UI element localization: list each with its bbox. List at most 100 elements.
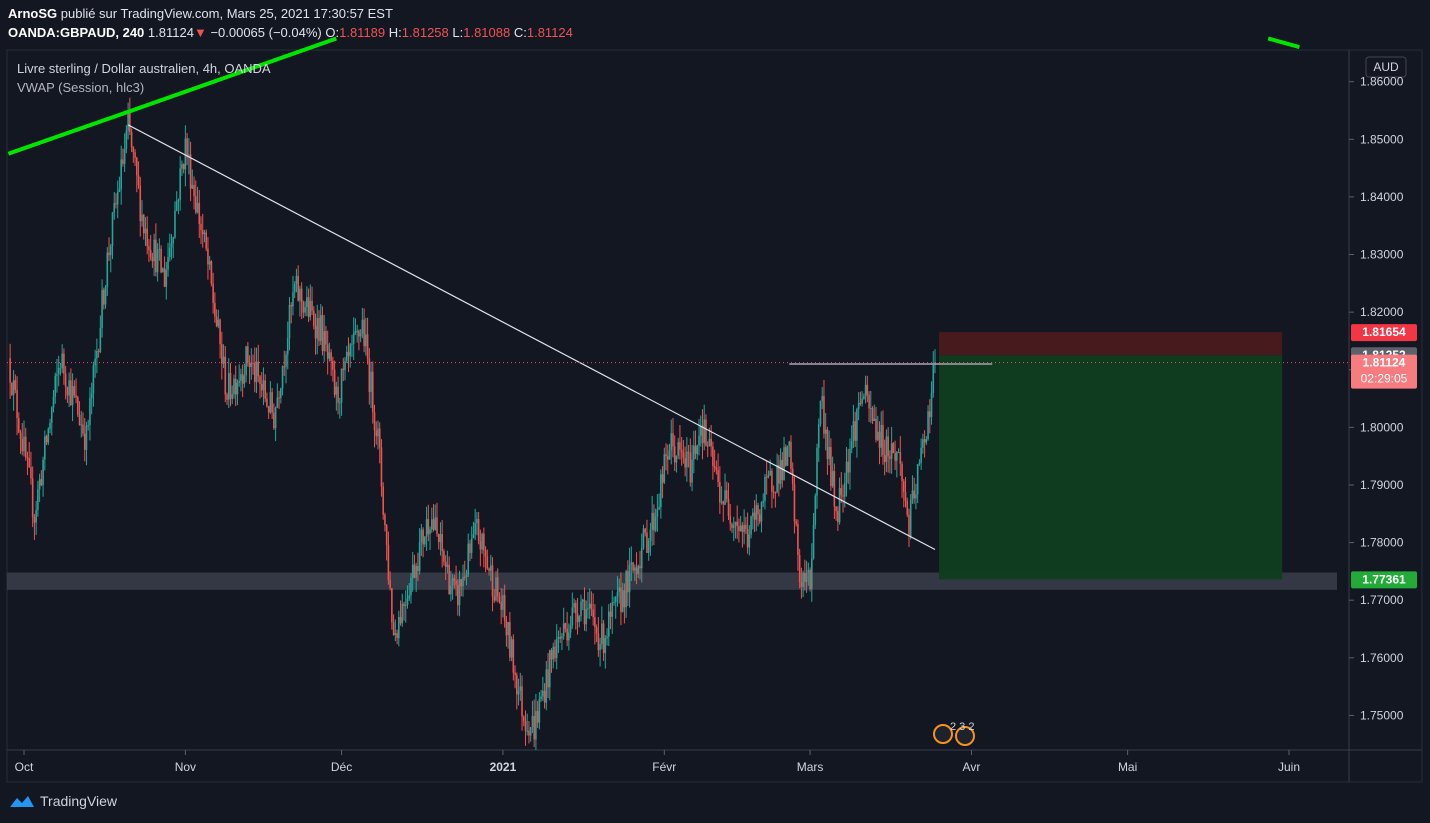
candle-body xyxy=(686,451,688,468)
candle-body xyxy=(118,189,121,192)
candle-body xyxy=(512,639,515,673)
price-tick-label: 1.86000 xyxy=(1360,75,1404,89)
candle-body xyxy=(453,578,456,581)
candle-body xyxy=(817,424,820,448)
candle-body xyxy=(922,439,924,448)
candle-body xyxy=(882,424,884,456)
candle-body xyxy=(83,433,86,450)
price-tick-label: 1.83000 xyxy=(1360,248,1404,262)
candle-body xyxy=(595,627,598,634)
candle-body xyxy=(705,419,707,446)
candle-body xyxy=(314,325,317,339)
candle-body xyxy=(524,720,527,731)
candle-body xyxy=(135,157,138,176)
candle-body xyxy=(566,628,568,641)
candle-body xyxy=(710,438,712,447)
candle-body xyxy=(26,457,29,459)
flag-au-icon[interactable] xyxy=(955,726,975,746)
flag-uk-icon[interactable] xyxy=(933,724,953,744)
candle-body xyxy=(278,397,280,399)
candle-body xyxy=(441,534,443,552)
candle-body xyxy=(68,380,70,396)
candle-body xyxy=(712,446,714,467)
candle-body xyxy=(234,378,237,395)
candle-body xyxy=(436,517,438,534)
green-trendline-right[interactable] xyxy=(1267,36,1300,50)
candle-body xyxy=(332,360,334,370)
author-name[interactable]: ArnoSG xyxy=(8,6,58,21)
candle-body xyxy=(594,617,596,628)
footer: TradingView xyxy=(8,793,117,809)
candle-body xyxy=(625,571,627,608)
candle-body xyxy=(644,528,647,533)
target-price-tag: 1.77361 xyxy=(1362,572,1406,586)
candle-body xyxy=(607,611,610,637)
candle-body xyxy=(720,501,723,503)
candle-body xyxy=(457,584,459,606)
candle-body xyxy=(398,616,400,639)
candle-body xyxy=(57,368,60,375)
candle-body xyxy=(675,455,678,463)
candle-body xyxy=(144,228,147,234)
candle-body xyxy=(56,374,58,376)
candle-body xyxy=(906,501,909,515)
candle-body xyxy=(569,625,572,633)
candle-body xyxy=(765,476,768,478)
high-value: 1.81258 xyxy=(401,25,449,40)
time-axis[interactable]: Oct Nov Déc 2021 Févr Mars Avr Mai Juin xyxy=(15,750,1300,774)
candle-body xyxy=(328,352,331,359)
candle-body xyxy=(411,564,414,578)
candle-body xyxy=(153,239,155,262)
time-tick-label: Mai xyxy=(1118,760,1137,774)
candle-body xyxy=(548,650,551,688)
candle-body xyxy=(734,521,737,526)
candle-body xyxy=(45,436,48,443)
candle-body xyxy=(42,459,44,486)
candle-body xyxy=(446,564,449,567)
candle-body xyxy=(528,730,530,736)
candle-body xyxy=(719,482,721,503)
green-trendline[interactable] xyxy=(7,36,338,156)
candle-body xyxy=(646,532,648,553)
candle-body xyxy=(899,452,902,464)
candle-body xyxy=(897,452,900,454)
white-trendline[interactable] xyxy=(127,124,936,551)
candle-body xyxy=(653,512,655,531)
ohlc-header: OANDA:GBPAUD, 240 1.81124▼ −0.00065 (−0.… xyxy=(8,25,573,40)
candle-body xyxy=(689,452,692,483)
candle-body xyxy=(672,433,674,447)
candle-body xyxy=(345,351,348,362)
candle-body xyxy=(823,396,825,434)
candle-body xyxy=(774,492,777,494)
candle-body xyxy=(231,394,234,399)
brand-name[interactable]: TradingView xyxy=(40,793,118,809)
candle-body xyxy=(429,529,431,535)
candle-body xyxy=(269,392,272,413)
candle-body xyxy=(52,396,55,408)
candle-body xyxy=(873,418,876,421)
currency-button[interactable] xyxy=(1365,56,1407,78)
candle-body xyxy=(790,441,792,469)
legend-indicator[interactable]: VWAP (Session, hlc3) xyxy=(17,80,144,95)
events-badge[interactable]: 2 3 2 xyxy=(933,721,975,746)
candle-body xyxy=(103,289,105,305)
candle-body xyxy=(82,424,84,434)
candle-body xyxy=(481,533,483,550)
candle-body xyxy=(463,576,466,578)
candle-body xyxy=(266,398,268,407)
stop-loss-zone[interactable] xyxy=(939,332,1283,356)
take-profit-zone[interactable] xyxy=(939,355,1283,580)
candle-body xyxy=(455,580,457,585)
candle-body xyxy=(262,380,265,391)
candle-body xyxy=(347,351,350,357)
price-axis[interactable]: 1.860001.850001.840001.830001.820001.810… xyxy=(1349,75,1404,723)
candle-body xyxy=(326,344,329,359)
candle-body xyxy=(378,428,381,448)
candle-body xyxy=(371,371,374,413)
candle-body xyxy=(503,594,506,621)
candle-body xyxy=(243,375,246,384)
candle-body xyxy=(663,454,666,483)
candle-body xyxy=(257,361,260,377)
candle-body xyxy=(889,456,891,459)
